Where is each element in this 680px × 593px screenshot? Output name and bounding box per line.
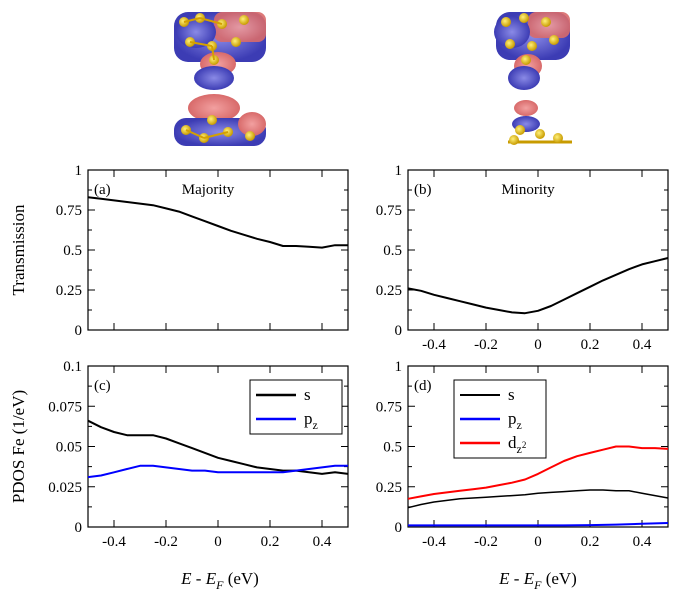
series-line-s (87, 419, 349, 475)
y-tick-label: 1 (395, 359, 403, 375)
x-tick-label: -0.2 (154, 534, 178, 550)
x-axis-label: E - EF (eV) (498, 569, 577, 592)
y-axis-label: PDOS Fe (1/eV) (9, 390, 28, 503)
series-line-p (87, 464, 348, 479)
legend-box (249, 379, 343, 435)
y-tick-label: 0 (75, 323, 83, 339)
y-tick-label: 0.025 (48, 480, 82, 496)
x-tick-label: 0.2 (261, 534, 280, 550)
panel-label: (d) (414, 378, 432, 394)
legend-entry: s (304, 385, 311, 404)
orbital-image-majority (174, 12, 266, 146)
panel-c: -0.4 -0.2 0 0.2 0.4 0 0.025 0.05 0.075 0.1 (c) PDOS… (9, 359, 349, 550)
series-line-s (407, 489, 669, 509)
y-tick-label: 0.1 (63, 359, 82, 375)
panel-b: -0.4 -0.2 0 0.2 0.4 0 0.25 0.5 0.75 1 (b) Minority (376, 163, 669, 353)
y-tick-label: 0 (75, 520, 83, 536)
orbital-image-minority (494, 12, 572, 145)
y-tick-label: 0.25 (376, 283, 402, 299)
x-tick-label: -0.4 (422, 337, 446, 353)
y-tick-label: 0.5 (383, 440, 402, 456)
panel-a: 0 0.25 0.5 0.75 1 (a) Majority Transmission (9, 163, 349, 339)
y-axis-label: Transmission (9, 204, 28, 296)
panel-title: Majority (182, 182, 235, 198)
x-tick-label: 0 (534, 337, 542, 353)
y-tick-label: 0 (395, 323, 403, 339)
series-line-d (407, 445, 669, 500)
x-tick-label: 0.4 (313, 534, 332, 550)
x-tick-label: -0.4 (422, 534, 446, 550)
y-tick-label: 1 (75, 163, 83, 179)
panel-label: (c) (94, 378, 111, 394)
y-tick-label: 1 (395, 163, 403, 179)
y-tick-label: 0.25 (56, 283, 82, 299)
x-tick-label: 0.2 (581, 337, 600, 353)
panel-label: (a) (94, 182, 111, 198)
y-tick-label: 0 (395, 520, 403, 536)
series-line-series0 (407, 257, 669, 315)
panel-title: Minority (501, 182, 555, 198)
legend-entry: pz (304, 409, 318, 432)
legend-entry: pz (508, 409, 522, 432)
y-tick-label: 0.5 (63, 243, 82, 259)
y-tick-label: 0.75 (376, 203, 402, 219)
y-tick-label: 0.05 (56, 440, 82, 456)
x-tick-label: -0.2 (474, 534, 498, 550)
y-tick-label: 0.5 (383, 243, 402, 259)
x-axis-label: E - EF (eV) (180, 569, 259, 592)
y-tick-label: 0.25 (376, 480, 402, 496)
legend-entry: s (508, 385, 515, 404)
y-tick-label: 0.75 (376, 399, 402, 415)
x-tick-label: -0.4 (102, 534, 126, 550)
panel-label: (b) (414, 182, 432, 198)
x-tick-label: 0.4 (633, 337, 652, 353)
y-tick-label: 0.075 (48, 399, 82, 415)
x-tick-label: 0.4 (633, 534, 652, 550)
legend: s pz (249, 379, 343, 435)
y-tick-label: 0.75 (56, 203, 82, 219)
x-tick-label: 0 (214, 534, 222, 550)
legend-entry: dz2 (508, 433, 526, 456)
x-tick-label: 0 (534, 534, 542, 550)
series-line-p (408, 522, 669, 527)
x-tick-label: -0.2 (474, 337, 498, 353)
x-tick-label: 0.2 (581, 534, 600, 550)
series-line-series0 (87, 196, 348, 249)
